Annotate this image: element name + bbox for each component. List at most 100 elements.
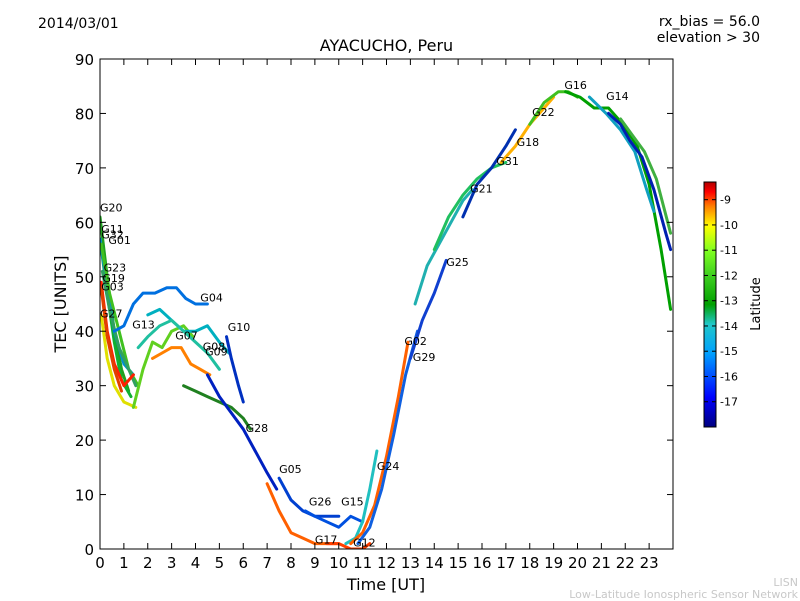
satellite-label-g24: G24 [377,460,400,473]
satellite-label-g13: G13 [132,319,155,332]
chart-title: AYACUCHO, Peru [319,36,454,55]
y-tick-label: 70 [75,160,94,178]
series-line-g21 [413,188,474,306]
series-line-g10 [225,335,245,404]
satellite-label-g09: G09 [205,346,228,359]
x-tick-label: 19 [544,554,563,572]
series-line-g15 [303,509,365,529]
series-line-g30 [587,95,656,213]
satellite-label-g17: G17 [315,534,338,547]
x-tick-label: 0 [95,554,105,572]
y-tick-label: 40 [75,323,94,341]
colorbar-tick-label: -14 [720,320,738,333]
satellite-label-g07: G07 [175,329,198,342]
series-line-g27 [100,313,138,409]
series-line-g33 [619,117,673,235]
x-tick-label: 21 [592,554,611,572]
series-line-g13 [131,324,195,409]
satellite-label-g03: G03 [101,280,124,293]
colorbar-tick-label: -9 [720,194,731,207]
x-tick-label: 7 [262,554,272,572]
y-tick-label: 80 [75,105,94,123]
x-tick-label: 10 [329,554,348,572]
series-line-g18 [461,128,517,219]
series-line-g14 [564,90,673,311]
footer-network-name: Low-Latitude Ionospheric Sensor Network [569,588,798,601]
colorbar-tick-label: -13 [720,295,738,308]
series-line-g04 [112,286,209,333]
y-tick-label: 90 [75,51,94,69]
satellite-label-g31: G31 [496,155,519,168]
series-line-g06 [607,111,673,252]
x-tick-label: 9 [310,554,320,572]
x-tick-label: 3 [167,554,177,572]
satellite-label-g14: G14 [606,90,629,103]
x-tick-label: 18 [520,554,539,572]
x-tick-label: 8 [286,554,296,572]
x-tick-label: 2 [143,554,153,572]
satellite-label-g10: G10 [228,321,251,334]
series-line-g07 [151,346,212,377]
satellite-label-g04: G04 [200,291,223,304]
x-tick-label: 14 [425,554,444,572]
colorbar-tick-label: -15 [720,345,738,358]
colorbar-tick-label: -16 [720,370,738,383]
x-axis: 0 1 2 3 4 5 6 7 8 9 10 11 12 13 14 15 16 17 18 19 20 21 22 23 [95,59,659,572]
x-tick-label: 1 [119,554,129,572]
satellite-label-g28: G28 [246,422,269,435]
satellite-label-g23: G23 [104,261,127,274]
series-line-g29 [356,329,419,546]
series-line-g24 [344,449,379,546]
elevation-text: elevation > 30 [656,30,760,46]
x-tick-label: 13 [401,554,420,572]
satellite-label-g29: G29 [413,351,436,364]
series-line-g02 [349,340,410,546]
satellite-label-g26: G26 [309,495,332,508]
satellite-label-g15: G15 [341,495,364,508]
series-line-g05 [205,373,279,491]
x-tick-label: 17 [496,554,515,572]
x-tick-label: 4 [191,554,201,572]
satellite-label-layer: G20G11G32G01G23G19G03G27G13G04G07G08G09G… [100,79,629,549]
footer-lisn: LISN [773,576,798,589]
y-tick-label: 60 [75,214,94,232]
series-line-g31 [432,160,508,252]
y-tick-label: 10 [75,487,94,505]
satellite-label-g32: G32 [101,229,124,242]
x-tick-label: 16 [472,554,491,572]
x-tick-label: 20 [568,554,587,572]
x-axis-label: Time [UT] [346,575,425,594]
satellite-label-g20: G20 [100,201,123,214]
series-line-g03 [100,286,123,393]
x-tick-label: 6 [238,554,248,572]
x-tick-label: 11 [353,554,372,572]
y-tick-label: 0 [84,541,94,559]
series-line-g28 [182,384,252,431]
colorbar [703,181,717,428]
series-line-g09 [136,318,221,371]
bias-elevation-label: rx_bias = 56.0 elevation > 30 [657,14,760,46]
satellite-label-g05: G05 [279,463,302,476]
satellite-label-g27: G27 [100,308,123,321]
plot-frame [99,58,674,550]
x-tick-label: 23 [640,554,659,572]
series-line-g25 [408,258,448,360]
satellite-label-g25: G25 [446,256,469,269]
date-label: 2014/03/01 [38,16,119,32]
x-tick-label: 5 [215,554,225,572]
colorbar-label: Latitude [749,277,764,331]
x-tick-label: 12 [377,554,396,572]
satellite-label-g11: G11 [101,223,124,236]
satellite-label-g01: G01 [108,234,131,247]
satellite-label-g08: G08 [203,340,226,353]
satellite-label-g22: G22 [532,106,555,119]
y-axis: 0 10 20 30 40 50 60 70 80 90 [75,51,673,559]
x-tick-label: 15 [449,554,468,572]
series-line-g23 [100,269,138,388]
x-tick-label: 22 [616,554,635,572]
colorbar-tick-label: -10 [720,219,738,232]
satellite-label-g21: G21 [470,182,493,195]
colorbar-tick-label: -12 [720,269,738,282]
series-line-g08 [146,307,231,355]
